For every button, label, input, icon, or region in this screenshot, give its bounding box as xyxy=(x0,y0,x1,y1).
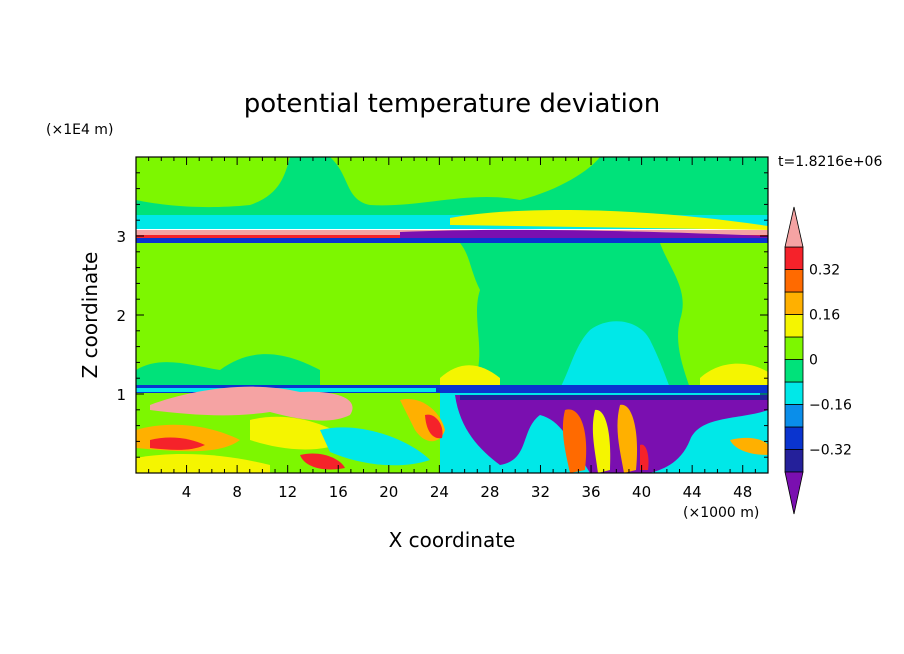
x-tick-label: 28 xyxy=(480,483,499,501)
field-lower-purple xyxy=(455,395,768,473)
colorbar: 0.32 0.16 0 −0.16 −0.32 xyxy=(784,206,852,515)
y-axis-label: Z coordinate xyxy=(78,252,102,379)
contour-field xyxy=(136,157,768,473)
field-lower-yellow-plume-1 xyxy=(592,409,611,473)
field-lower-yellow-a xyxy=(250,416,350,450)
x-tick-label: 48 xyxy=(733,483,752,501)
colorbar-low-arrow xyxy=(784,471,804,515)
field-upper-left-plume xyxy=(136,157,290,208)
field-lower-right-orange xyxy=(730,437,768,455)
colorbar-swatch xyxy=(784,269,804,293)
x-tick-label: 32 xyxy=(531,483,550,501)
x-tick-label: 36 xyxy=(581,483,600,501)
x-tick-label: 24 xyxy=(430,483,449,501)
colorbar-swatch xyxy=(784,404,804,428)
x-tick-label: 4 xyxy=(182,483,192,501)
x-tick-label: 12 xyxy=(278,483,297,501)
x-tick-label: 8 xyxy=(232,483,242,501)
field-lower-red-plume xyxy=(640,444,649,470)
field-inversion-blue xyxy=(136,385,768,393)
field-mid-yellow-left xyxy=(440,365,500,388)
colorbar-tick-label: 0.32 xyxy=(809,263,840,279)
field-lower-red-b xyxy=(425,414,443,439)
field-lid-purple xyxy=(400,229,768,240)
colorbar-tick-label: −0.32 xyxy=(809,443,852,459)
field-lower-red-c xyxy=(300,453,345,470)
colorbar-tick-label: 0 xyxy=(809,353,818,369)
x-tick-label: 40 xyxy=(632,483,651,501)
field-lower-pink xyxy=(150,386,353,421)
colorbar-swatch xyxy=(784,246,804,270)
y-axis-ticks: 1 2 3 xyxy=(116,172,768,458)
colorbar-swatch xyxy=(784,291,804,315)
field-lower-orange-plume-1 xyxy=(562,409,587,473)
colorbar-swatch xyxy=(784,314,804,338)
y-tick-label: 3 xyxy=(116,228,126,246)
field-mid-yellow-right xyxy=(700,363,768,388)
x-axis-ticks: 4 8 12 16 20 24 28 32 36 40 44 48 xyxy=(148,157,756,501)
field-lid-yellow xyxy=(450,210,768,230)
colorbar-swatch xyxy=(784,381,804,405)
colorbar-swatch xyxy=(784,426,804,450)
chart-title: potential temperature deviation xyxy=(244,89,660,119)
x-unit-label: (×1000 m) xyxy=(683,505,759,521)
field-mid-cyan-column xyxy=(560,321,670,388)
field-lower-cyan-swirl xyxy=(320,427,430,466)
colorbar-tick-label: 0.16 xyxy=(809,308,840,324)
x-axis-label: X coordinate xyxy=(389,528,516,552)
x-tick-label: 20 xyxy=(379,483,398,501)
x-tick-label: 44 xyxy=(683,483,702,501)
y-tick-label: 2 xyxy=(116,307,126,325)
y-unit-label: (×1E4 m) xyxy=(46,122,113,138)
y-tick-label: 1 xyxy=(116,386,126,404)
colorbar-tick-label: −0.16 xyxy=(809,398,852,414)
colorbar-swatch xyxy=(784,336,804,360)
field-lower-yellow-b xyxy=(136,454,270,473)
colorbar-high-arrow xyxy=(784,206,804,248)
colorbar-swatch xyxy=(784,449,804,473)
field-lower-navy xyxy=(460,395,768,400)
field-lid-blue xyxy=(136,238,768,243)
colorbar-swatch xyxy=(784,359,804,383)
field-lower-orange-plume-2 xyxy=(617,404,638,473)
field-lower-red-a xyxy=(150,437,205,450)
field-mid-cyan-left xyxy=(136,354,320,388)
field-upper-plume xyxy=(136,157,600,206)
x-tick-label: 16 xyxy=(329,483,348,501)
time-label: t=1.8216e+06 xyxy=(778,154,882,170)
